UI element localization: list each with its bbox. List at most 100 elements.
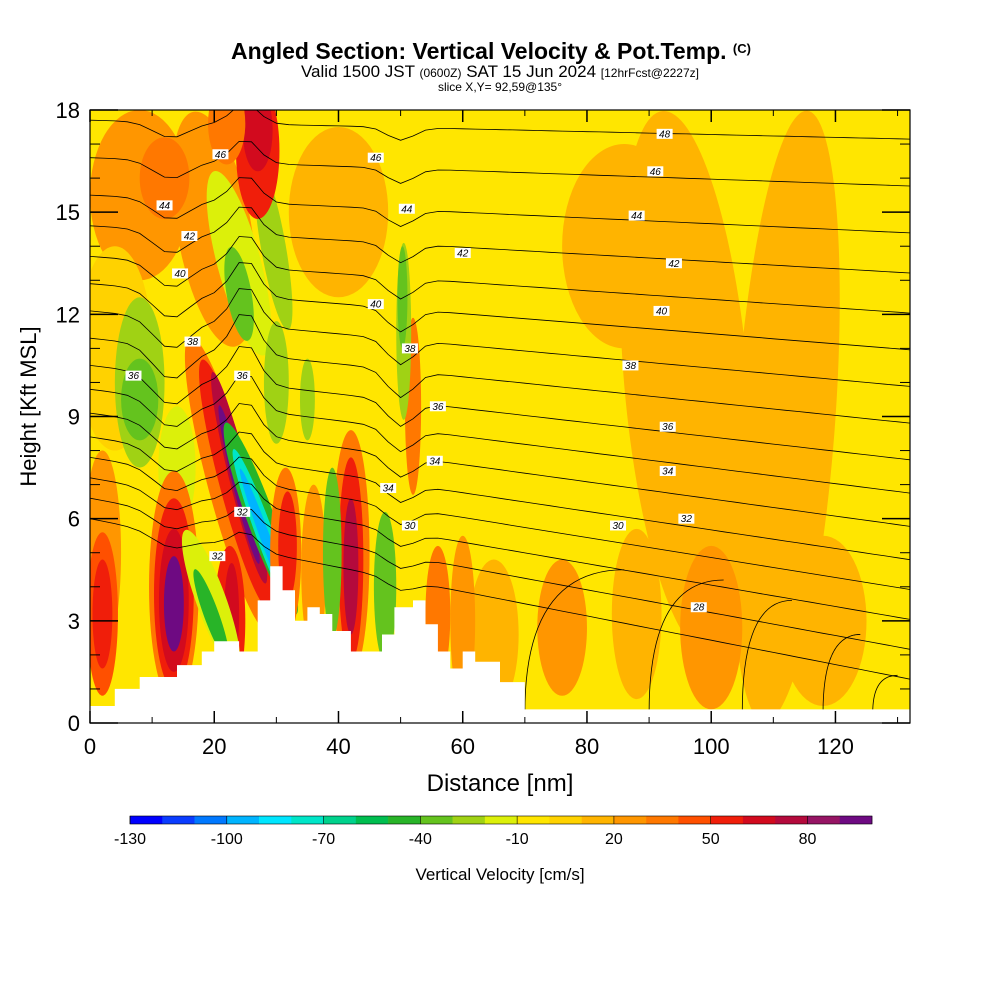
velocity-plume <box>343 498 359 635</box>
theta-contour-line <box>90 177 910 234</box>
y-tick-label: 12 <box>56 302 80 327</box>
theta-label: 48 <box>659 129 671 140</box>
colorbar-swatch <box>710 816 744 824</box>
theta-label-bg <box>184 336 201 347</box>
colorbar-tick-label: -130 <box>114 831 146 848</box>
theta-label: 42 <box>457 249 469 260</box>
velocity-field: 48 46 46 46 44 44 44 42 42 42 40 40 40 38 38 38 36 36 36 36… <box>90 110 910 723</box>
velocity-plume <box>193 569 229 659</box>
theta-label: 30 <box>612 521 624 532</box>
colorbar-tick-label: -40 <box>409 831 432 848</box>
y-axis-label: Height [Kft MSL] <box>16 326 41 486</box>
theta-contour-line <box>90 477 910 620</box>
chart-subtitle: Valid 1500 JST (0600Z) SAT 15 Jun 2024 [… <box>0 62 1000 81</box>
y-tick-label: 6 <box>68 507 80 532</box>
velocity-plume <box>224 246 254 341</box>
theta-label: 38 <box>404 344 416 355</box>
theta-label: 44 <box>159 201 171 212</box>
slice-info: slice X,Y= 92,59@135° <box>437 80 563 94</box>
theta-label-bg <box>653 305 670 316</box>
x-tick-label: 40 <box>326 734 350 759</box>
theta-contour-line <box>741 600 792 713</box>
colorbar-swatch <box>355 816 389 824</box>
theta-contour-line <box>872 674 898 713</box>
velocity-plume <box>139 137 190 219</box>
theta-label: 46 <box>215 150 227 161</box>
theta-contour-line <box>90 288 910 387</box>
theta-label-bg <box>172 268 189 279</box>
theta-label-bg <box>659 465 676 476</box>
colorbar-swatch <box>517 816 550 824</box>
theta-contour-line <box>90 236 910 314</box>
theta-label: 46 <box>370 153 382 164</box>
colorbar-swatch <box>742 816 776 824</box>
colorbar-swatch <box>549 816 582 824</box>
colorbar-tick-label: 80 <box>799 831 817 848</box>
colorbar-swatch <box>484 816 518 824</box>
x-axis-label: Distance [nm] <box>427 770 574 797</box>
chart-title-tag: (C) <box>732 41 751 56</box>
colorbar-tick-label: -10 <box>506 831 529 848</box>
theta-label-bg <box>367 152 384 163</box>
theta-label: 28 <box>692 603 705 614</box>
colorbar-tick-label: -70 <box>312 831 335 848</box>
x-tick-label: 0 <box>84 734 96 759</box>
colorbar: -130 -100 -70 -40 -10 20 50 80 Vertical Velocity… <box>114 815 873 884</box>
colorbar-swatch <box>226 816 260 824</box>
colorbar-swatch <box>194 816 228 824</box>
theta-labels: 48 46 46 46 44 44 44 42 42 42 40 40 40 38 38 38 36 36 36 36… <box>125 128 707 614</box>
velocity-plume <box>680 545 743 710</box>
x-tick-label: 120 <box>817 734 854 759</box>
y-tick-label: 15 <box>56 200 80 225</box>
colorbar-tick-label: -100 <box>211 831 243 848</box>
velocity-plume <box>92 559 113 669</box>
theta-label: 30 <box>404 521 416 532</box>
theta-label: 34 <box>662 466 674 477</box>
chart-title-text: Angled Section: Vertical Velocity & Pot.… <box>231 38 727 64</box>
theta-label-bg <box>647 166 664 177</box>
velocity-plume <box>299 358 315 441</box>
x-tick-label: 100 <box>693 734 730 759</box>
theta-label: 46 <box>650 167 662 178</box>
colorbar-swatch <box>130 816 163 824</box>
valid-date: SAT 15 Jun 2024 <box>466 62 597 81</box>
theta-label: 32 <box>212 552 224 563</box>
theta-label-bg <box>401 520 418 531</box>
theta-label-bg <box>659 421 676 432</box>
theta-label: 44 <box>401 204 413 215</box>
colorbar-swatch <box>291 816 324 824</box>
theta-label-bg <box>429 401 446 412</box>
theta-label-bg <box>401 343 418 354</box>
theta-label: 32 <box>237 507 249 518</box>
colorbar-label: Vertical Velocity [cm/s] <box>415 865 584 884</box>
theta-contour-line <box>524 569 625 713</box>
theta-contours <box>90 110 910 713</box>
theta-label: 40 <box>175 269 187 280</box>
theta-contour-line <box>90 262 910 351</box>
theta-contour-line <box>90 403 910 527</box>
theta-label-bg <box>628 210 645 221</box>
title-block: Angled Section: Vertical Velocity & Pot.… <box>0 36 1000 93</box>
theta-label-bg <box>656 128 673 139</box>
theta-label-bg <box>156 200 173 211</box>
theta-contour-line <box>90 346 910 461</box>
velocity-plume <box>397 246 408 349</box>
theta-contour-line <box>90 518 910 680</box>
theta-contour-line <box>90 456 910 590</box>
y-tick-label: 9 <box>68 405 80 430</box>
colorbar-swatch <box>323 816 357 824</box>
theta-label: 34 <box>383 484 395 495</box>
theta-contour-line <box>822 634 861 713</box>
y-tick-label: 18 <box>56 98 80 123</box>
colorbar-swatch <box>420 816 453 824</box>
valid-time: Valid 1500 JST <box>300 62 415 81</box>
theta-label: 40 <box>370 300 382 311</box>
theta-label: 44 <box>631 211 643 222</box>
velocity-plume <box>537 559 587 696</box>
colorbar-swatch <box>613 816 647 824</box>
theta-label: 34 <box>429 456 441 467</box>
theta-label: 36 <box>432 402 444 413</box>
theta-contour-line <box>90 206 910 274</box>
y-tick-label: 0 <box>68 711 80 736</box>
